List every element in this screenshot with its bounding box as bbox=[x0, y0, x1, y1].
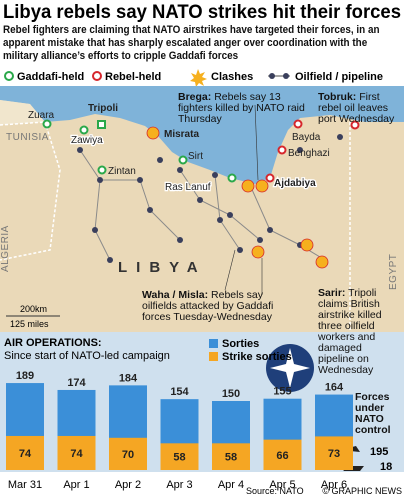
place-label: Bayda bbox=[292, 132, 321, 143]
annotation-text: Rebels say oilfields attacked by Gaddafi… bbox=[142, 289, 274, 323]
city-marker bbox=[293, 119, 303, 129]
value-label: 150 bbox=[222, 388, 240, 400]
place-label: Benghazi bbox=[288, 148, 330, 159]
place-label: Ajdabiya bbox=[274, 178, 316, 189]
city-marker bbox=[42, 119, 52, 129]
x-tick-label: Apr 6 bbox=[321, 479, 347, 491]
legend-label: Strike sorties bbox=[222, 351, 292, 363]
scale-label: 125 miles bbox=[10, 319, 49, 329]
value-label: 155 bbox=[273, 386, 291, 398]
sea bbox=[0, 86, 404, 184]
legend-icon bbox=[92, 71, 102, 81]
value-label: 58 bbox=[225, 452, 237, 464]
annotation-place: Sarir: bbox=[318, 287, 346, 299]
x-tick-label: Apr 4 bbox=[218, 479, 244, 491]
place-label: Zawiya bbox=[71, 135, 103, 146]
credit: © GRAPHIC NEWS bbox=[322, 486, 402, 496]
legend-label: Sorties bbox=[222, 338, 259, 350]
oilfields bbox=[77, 134, 343, 263]
tunisia bbox=[0, 100, 45, 125]
annotation: Sarir: Tripoli claims British airstrike … bbox=[318, 288, 390, 376]
legend-label: Gaddafi-held bbox=[17, 71, 84, 83]
bar bbox=[212, 443, 250, 470]
source: Source: NATO bbox=[246, 486, 304, 496]
legend-icon bbox=[269, 73, 275, 79]
bar bbox=[160, 443, 199, 470]
x-tick-label: Apr 3 bbox=[166, 479, 192, 491]
place-label: Tripoli bbox=[88, 103, 118, 114]
x-tick-label: Apr 2 bbox=[115, 479, 141, 491]
place-label: Misrata bbox=[164, 129, 199, 140]
annotation-place: Brega: bbox=[178, 91, 212, 103]
forces-value: 18 bbox=[380, 461, 392, 473]
city-marker bbox=[178, 155, 188, 165]
city-marker bbox=[350, 120, 360, 130]
value-label: 174 bbox=[67, 377, 86, 389]
country-label: EGYPT bbox=[388, 254, 399, 290]
annotation-text: Tripoli claims British airstrike killed … bbox=[318, 287, 382, 376]
annotation: Waha / Misla: Rebels say oilfields attac… bbox=[142, 290, 274, 323]
annotation-place: Tobruk: bbox=[318, 91, 357, 103]
subtitle: Rebel fighters are claiming that NATO ai… bbox=[3, 24, 380, 62]
nato-logo bbox=[270, 348, 310, 388]
city-marker bbox=[97, 120, 106, 129]
border bbox=[0, 121, 61, 261]
forces-title: Forces under NATO control bbox=[355, 391, 391, 436]
legend-label: Oilfield / pipeline bbox=[295, 71, 383, 83]
country-label: ALGERIA bbox=[0, 225, 11, 272]
value-label: 189 bbox=[16, 370, 34, 382]
x-tick-label: Mar 31 bbox=[8, 479, 42, 491]
legend-icon bbox=[190, 69, 207, 87]
value-label: 66 bbox=[276, 450, 288, 462]
place-label: Ras Lanuf bbox=[165, 182, 211, 193]
place-label: Zuara bbox=[28, 110, 55, 121]
bar bbox=[6, 435, 44, 470]
value-label: 184 bbox=[119, 372, 138, 384]
value-label: 73 bbox=[328, 448, 340, 460]
value-label: 74 bbox=[19, 448, 32, 460]
chart-subtitle: Since start of NATO-led campaign bbox=[4, 350, 170, 362]
leader bbox=[224, 249, 236, 291]
value-label: 74 bbox=[70, 448, 83, 460]
legend-swatch bbox=[209, 352, 218, 361]
legend-icon bbox=[283, 73, 289, 79]
legend-label: Clashes bbox=[211, 71, 253, 83]
leader bbox=[254, 104, 259, 181]
legend-label: Rebel-held bbox=[105, 71, 161, 83]
city-marker bbox=[97, 165, 107, 175]
city-marker bbox=[277, 145, 287, 155]
place-label: Sirt bbox=[188, 151, 203, 162]
bar bbox=[57, 435, 96, 470]
x-tick-label: Apr 1 bbox=[63, 479, 89, 491]
place-label: Zintan bbox=[108, 166, 136, 177]
forces-value: 195 bbox=[370, 446, 388, 458]
legend-swatch bbox=[209, 339, 218, 348]
scale-label: 200km bbox=[20, 304, 47, 314]
value-label: 70 bbox=[122, 449, 134, 461]
country-label: LIBYA bbox=[118, 259, 207, 276]
title: Libya rebels say NATO strikes hit their … bbox=[3, 2, 401, 23]
annotation: Brega: Rebels say 13 fighters killed by … bbox=[178, 92, 318, 125]
clashes bbox=[146, 126, 329, 269]
annotation: Tobruk: First rebel oil leaves port Wedn… bbox=[318, 92, 402, 125]
city-marker bbox=[79, 125, 89, 135]
value-label: 164 bbox=[325, 382, 344, 394]
city-marker bbox=[227, 173, 237, 183]
x-tick-label: Apr 5 bbox=[269, 479, 295, 491]
value-label: 58 bbox=[173, 452, 185, 464]
annotation-text: First rebel oil leaves port Wednesday bbox=[318, 91, 395, 125]
annotation-place: Waha / Misla: bbox=[142, 289, 209, 301]
legend-icon bbox=[4, 71, 14, 81]
country-label: TUNISIA bbox=[6, 132, 49, 143]
bar bbox=[109, 437, 147, 470]
annotation-text: Rebels say 13 fighters killed by NATO ra… bbox=[178, 91, 305, 125]
value-label: 154 bbox=[170, 386, 189, 398]
chart-title: AIR OPERATIONS: bbox=[4, 337, 102, 349]
bar bbox=[315, 436, 353, 470]
city-marker bbox=[265, 173, 275, 183]
bar bbox=[263, 439, 302, 470]
